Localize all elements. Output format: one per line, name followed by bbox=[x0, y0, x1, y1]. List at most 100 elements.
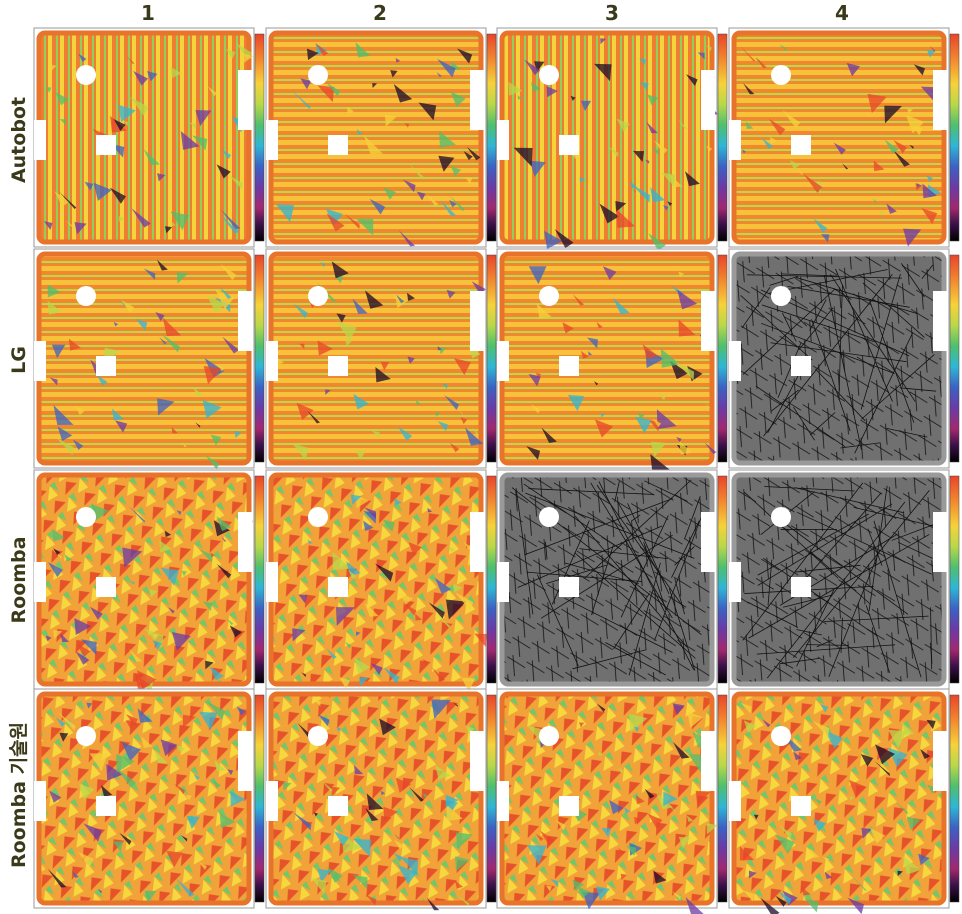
coverage-patch bbox=[439, 199, 457, 216]
coverage-patch bbox=[742, 890, 755, 902]
coverage-patch bbox=[697, 52, 705, 60]
path-line bbox=[741, 287, 771, 329]
coverage-patch bbox=[774, 834, 795, 855]
coverage-patch bbox=[790, 160, 800, 170]
coverage-patch bbox=[394, 833, 400, 839]
coverage-patch bbox=[616, 209, 636, 228]
path-line bbox=[742, 482, 864, 641]
coverage-patch bbox=[317, 340, 333, 356]
coverage-patch bbox=[364, 507, 376, 519]
coverage-patch bbox=[363, 134, 383, 155]
path-line bbox=[886, 427, 928, 438]
coverage-patch bbox=[695, 790, 711, 806]
path-line bbox=[757, 513, 869, 576]
path-line bbox=[779, 657, 820, 665]
coverage-patch bbox=[220, 209, 241, 230]
coverage-patch bbox=[873, 160, 885, 172]
path-line bbox=[769, 275, 799, 286]
coverage-patch bbox=[326, 648, 337, 659]
path-line bbox=[777, 343, 802, 398]
coverage-patch bbox=[446, 289, 456, 299]
coverage-patch bbox=[422, 658, 428, 665]
path-line bbox=[525, 492, 695, 559]
coverage-patch bbox=[650, 187, 666, 203]
coverage-patch bbox=[171, 221, 176, 226]
coverage-patch bbox=[314, 700, 321, 707]
coverage-patch bbox=[242, 52, 254, 64]
coverage-patch bbox=[578, 887, 590, 899]
coverage-patch bbox=[214, 759, 226, 771]
coverage-patch bbox=[926, 784, 937, 795]
coverage-patch bbox=[762, 719, 771, 728]
coverage-patch bbox=[526, 446, 541, 460]
coverage-patch bbox=[824, 871, 833, 880]
coverage-patch bbox=[449, 442, 460, 453]
coverage-patch bbox=[59, 191, 77, 209]
coverage-patch bbox=[152, 633, 159, 640]
coverage-patch bbox=[170, 66, 182, 79]
coverage-patch bbox=[746, 121, 754, 129]
coverage-patch bbox=[775, 895, 787, 907]
coverage-patch bbox=[453, 358, 471, 376]
wall-cutout bbox=[933, 512, 947, 572]
obstacle bbox=[96, 796, 116, 816]
path-line bbox=[901, 263, 925, 298]
coverage-patch bbox=[143, 268, 156, 280]
path-line bbox=[757, 503, 893, 586]
coverage-patch bbox=[873, 199, 878, 204]
coverage-patch bbox=[115, 420, 128, 433]
coverage-patch bbox=[474, 633, 488, 647]
path-line bbox=[644, 480, 688, 502]
coverage-patch bbox=[861, 828, 873, 839]
coverage-patch bbox=[53, 630, 63, 640]
coverage-patch bbox=[400, 593, 413, 606]
coverage-patch bbox=[345, 641, 352, 649]
coverage-patch bbox=[770, 137, 777, 144]
coverage-patch bbox=[435, 613, 451, 628]
coverage-patch bbox=[600, 38, 607, 45]
coverage-patch bbox=[679, 440, 693, 455]
coverage-patch bbox=[706, 823, 718, 835]
coverage-patch bbox=[418, 102, 437, 121]
coverage-patch bbox=[437, 421, 448, 432]
path-line bbox=[860, 273, 901, 410]
coverage-patch bbox=[89, 753, 108, 772]
coverage-patch bbox=[902, 855, 922, 875]
coverage-patch bbox=[422, 793, 428, 799]
coverage-patch bbox=[210, 552, 215, 558]
coverage-patch bbox=[670, 308, 675, 313]
coverage-patch bbox=[326, 866, 343, 883]
coverage-patch bbox=[600, 413, 605, 418]
coverage-patch bbox=[66, 220, 73, 227]
coverage-patch bbox=[366, 793, 384, 811]
obstacle bbox=[559, 356, 579, 376]
coverage-patch bbox=[225, 48, 236, 59]
column-label: 4 bbox=[835, 1, 849, 25]
coverage-patch bbox=[212, 779, 222, 789]
colorbar bbox=[717, 475, 728, 684]
wall-cutout bbox=[729, 341, 741, 381]
coverage-patch bbox=[847, 897, 864, 914]
obstacle bbox=[559, 796, 579, 816]
coverage-patch bbox=[612, 297, 630, 315]
coverage-patch bbox=[293, 304, 308, 319]
coverage-patch bbox=[128, 505, 146, 523]
path-line bbox=[574, 552, 696, 659]
coverage-patch bbox=[48, 545, 62, 559]
coverage-patch bbox=[203, 601, 213, 612]
coverage-patch bbox=[47, 284, 61, 298]
wall-cutout bbox=[701, 512, 715, 572]
coverage-patch bbox=[152, 640, 163, 650]
coverage-patch bbox=[460, 417, 468, 425]
coverage-patch bbox=[161, 333, 180, 353]
coverage-patch bbox=[517, 95, 522, 100]
coverage-patch bbox=[333, 830, 349, 847]
coverage-patch bbox=[812, 721, 830, 738]
coverage-patch bbox=[353, 838, 372, 857]
coverage-patch bbox=[455, 856, 470, 871]
coverage-patch bbox=[276, 356, 284, 365]
coverage-patch bbox=[617, 847, 625, 855]
coverage-patch bbox=[816, 799, 822, 805]
coverage-patch bbox=[331, 261, 349, 279]
